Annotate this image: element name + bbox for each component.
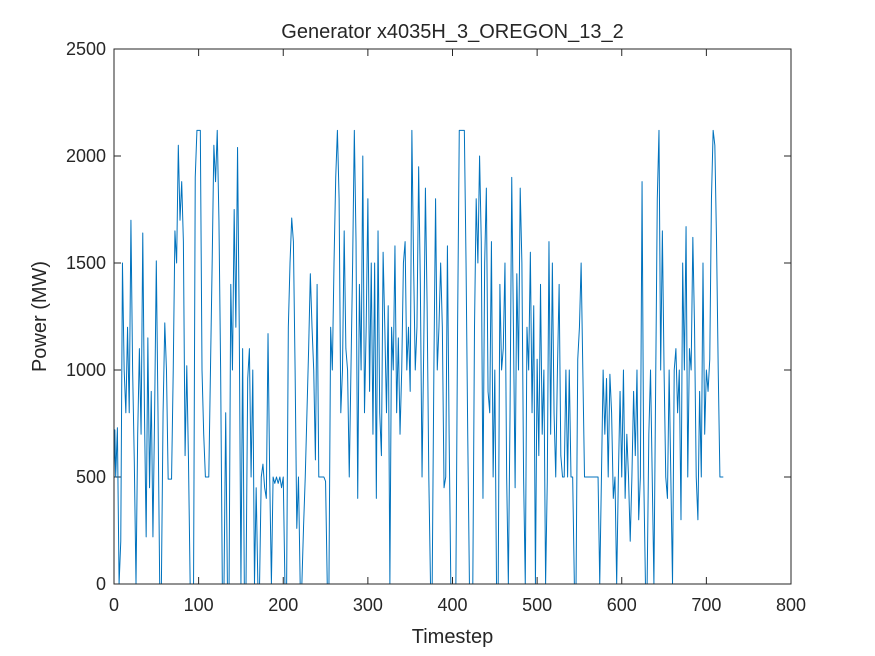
x-tick-label: 700 <box>691 595 721 615</box>
y-tick-label: 0 <box>96 574 106 594</box>
series-line <box>113 129 724 585</box>
x-tick-label: 100 <box>184 595 214 615</box>
x-tick-label: 0 <box>109 595 119 615</box>
x-tick-label: 400 <box>437 595 467 615</box>
x-tick-label: 500 <box>522 595 552 615</box>
plot-frame <box>113 48 792 585</box>
x-axis-ticks: 0 100 200 300 400 500 600 700 800 <box>109 49 806 615</box>
y-axis-ticks: 0 500 1000 1500 2000 2500 <box>66 39 791 594</box>
y-tick-label: 2000 <box>66 146 106 166</box>
y-tick-label: 1000 <box>66 360 106 380</box>
chart-title: Generator x4035H_3_OREGON_13_2 <box>281 21 623 43</box>
x-tick-label: 200 <box>268 595 298 615</box>
y-tick-label: 2500 <box>66 39 106 59</box>
x-tick-label: 600 <box>607 595 637 615</box>
plot-area <box>114 49 791 584</box>
x-axis-title: Timestep <box>412 626 494 648</box>
x-tick-label: 300 <box>353 595 383 615</box>
y-axis-title: Power (MW) <box>29 261 51 372</box>
x-tick-label: 800 <box>776 595 806 615</box>
y-tick-label: 1500 <box>66 253 106 273</box>
y-tick-label: 500 <box>76 467 106 487</box>
